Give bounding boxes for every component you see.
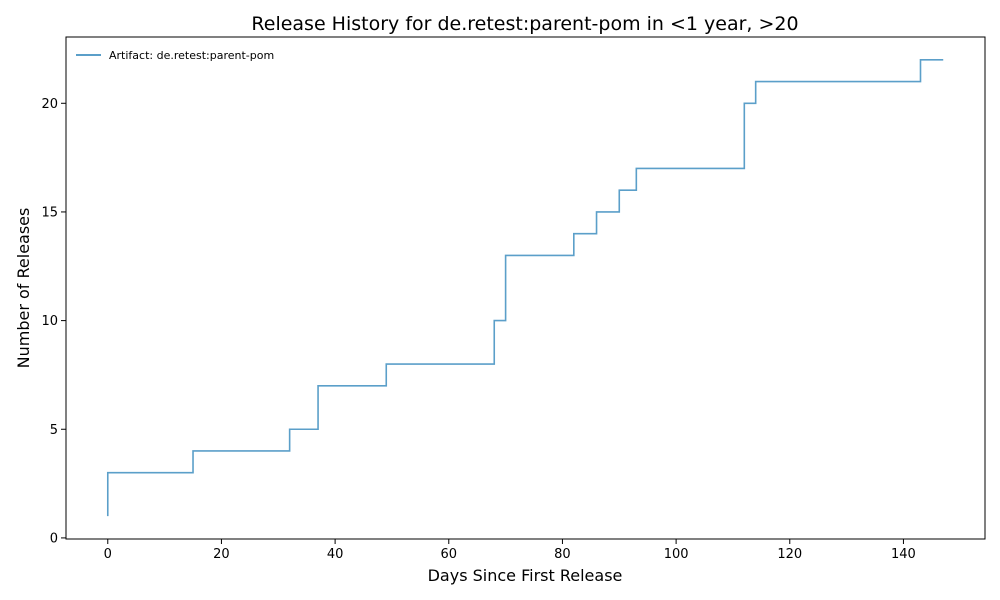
legend: Artifact: de.retest:parent-pom	[76, 49, 274, 62]
x-tick-label: 80	[554, 547, 571, 562]
chart-title: Release History for de.retest:parent-pom…	[251, 13, 798, 35]
plot-area	[65, 36, 986, 540]
series-layer	[106, 59, 944, 517]
series-line-0	[106, 59, 944, 517]
y-axis-ticks: 0 5 10 15 20	[41, 97, 66, 546]
legend-label: Artifact: de.retest:parent-pom	[109, 49, 274, 62]
y-tick-label: 10	[41, 314, 58, 329]
y-tick-label: 5	[50, 423, 58, 438]
x-tick-label: 40	[327, 547, 344, 562]
x-tick-label: 100	[664, 547, 689, 562]
y-tick-label: 15	[41, 205, 58, 220]
x-tick-label: 120	[777, 547, 802, 562]
x-tick-label: 0	[104, 547, 112, 562]
x-axis-label: Days Since First Release	[428, 566, 623, 585]
x-tick-label: 60	[441, 547, 458, 562]
y-tick-label: 0	[50, 531, 58, 546]
y-axis-label: Number of Releases	[14, 208, 33, 369]
x-tick-label: 20	[213, 547, 230, 562]
y-tick-label: 20	[41, 97, 58, 112]
x-axis-ticks: 0 20 40 60 80 100 120 140	[104, 539, 916, 562]
x-tick-label: 140	[891, 547, 916, 562]
